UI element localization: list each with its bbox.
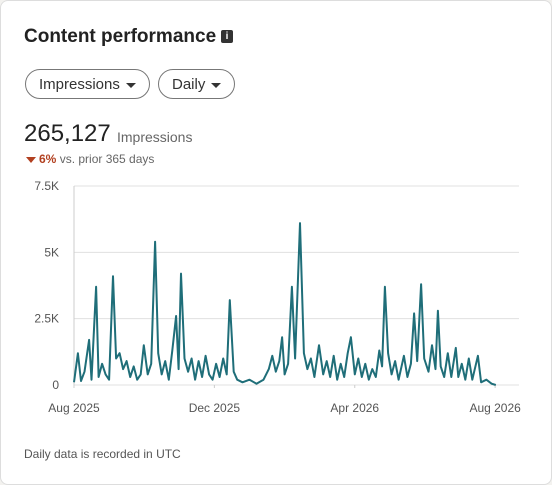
y-tick-label: 5K <box>44 245 59 259</box>
title: Content performance <box>24 26 217 47</box>
period-dropdown[interactable]: Daily <box>158 69 236 99</box>
comparison: vs. prior 365 days <box>59 152 155 166</box>
total: 265,127 <box>24 120 111 147</box>
footnote: Daily data is recorded in UTC <box>24 447 181 461</box>
change-value: 6% <box>39 152 57 166</box>
y-tick-label: 2.5K <box>34 312 59 326</box>
x-tick-label: Aug 2025 <box>48 401 100 415</box>
x-tick-label: Dec 2025 <box>189 401 241 415</box>
y-tick-label: 7.5K <box>34 179 59 193</box>
y-tick-label: 0 <box>52 378 59 392</box>
total-unit: Impressions <box>117 129 193 145</box>
info-icon[interactable]: i <box>221 30 233 43</box>
line <box>73 222 497 386</box>
dropdown-label: Impressions <box>39 76 120 93</box>
x-tick-label: Apr 2026 <box>330 401 379 415</box>
dropdown-label: Daily <box>172 76 206 93</box>
change: 6% vs. prior 365 days <box>26 152 154 166</box>
x-tick-label: Aug 2026 <box>469 401 521 415</box>
metric-dropdown[interactable]: Impressions <box>25 69 150 99</box>
chart: 0 2.5K 5K 7.5K Aug 2025 Dec 2025 Apr 2026 Aug 2… <box>34 179 521 415</box>
